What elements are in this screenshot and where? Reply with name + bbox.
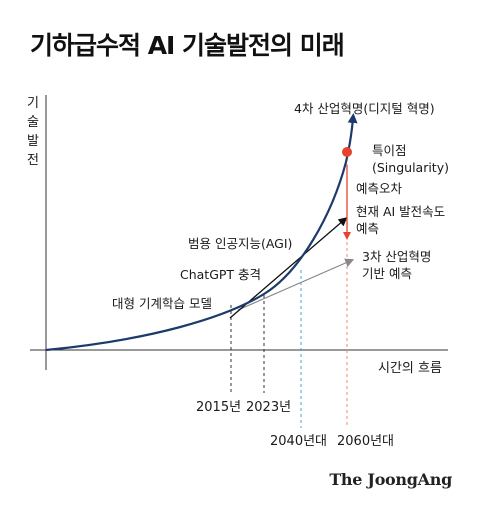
y-axis-label-glyph: 기 (27, 96, 39, 111)
label-third-industrial-1: 3차 산업혁명 (362, 249, 431, 264)
x-tick-label: 2060년대 (337, 434, 394, 449)
label-chatgpt: ChatGPT 충격 (180, 267, 261, 282)
y-axis-label-glyph: 술 (27, 115, 39, 130)
singularity-marker (342, 147, 352, 157)
y-axis-label-glyph: 전 (27, 153, 39, 168)
series-third-industrial-line (237, 258, 355, 311)
label-third-industrial-2: 기반 예측 (362, 266, 412, 281)
label-singularity-en: (Singularity) (372, 160, 449, 175)
series-exponential-curve (45, 113, 358, 352)
y-axis-label-glyph: 발 (27, 134, 39, 149)
label-prediction-error: 예측오차 (356, 181, 403, 196)
x-tick-label: 2023년 (246, 400, 291, 415)
label-ai-pace-2: 예측 (356, 221, 379, 236)
x-tick-label: 2040년대 (270, 434, 327, 449)
x-axis-label: 시간의 흐름 (378, 361, 442, 376)
y-axis-label: 기술발전 (27, 96, 39, 168)
label-ai-pace-1: 현재 AI 발전속도 (356, 204, 445, 219)
label-singularity: 특이점 (372, 143, 407, 158)
chart-title: 기하급수적 AI 기술발전의 미래 (30, 31, 345, 60)
label-llm: 대형 기계학습 모델 (112, 296, 212, 311)
brand-logo: The JoongAng (329, 470, 452, 489)
label-agi: 범용 인공지능(AGI) (188, 236, 292, 251)
x-tick-label: 2015년 (196, 400, 241, 415)
label-fourth-industrial: 4차 산업혁명(디지털 혁명) (294, 101, 435, 116)
